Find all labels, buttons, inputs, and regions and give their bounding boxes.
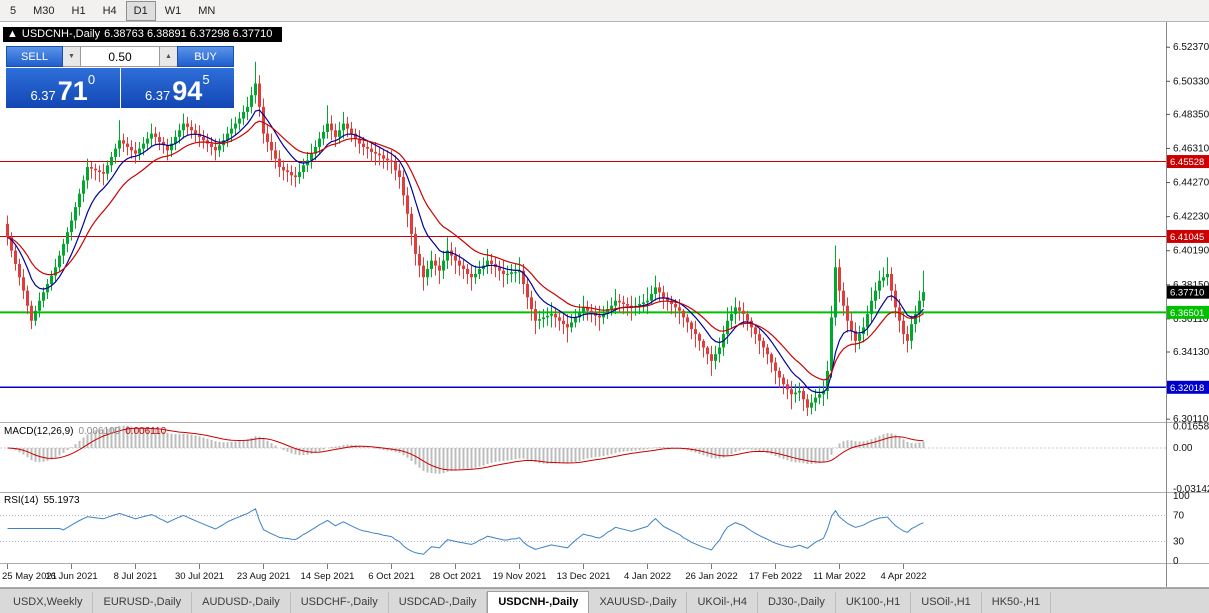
- svg-text:6.48350: 6.48350: [1173, 109, 1209, 120]
- one-click-trading-panel: SELL ▼ ▲ BUY 6.37 71 0 6.37 94 5: [6, 46, 234, 108]
- chart-tab-dj30-daily[interactable]: DJ30-,Daily: [757, 592, 836, 613]
- svg-text:19 Nov 2021: 19 Nov 2021: [493, 571, 547, 582]
- sell-price-point: 0: [87, 72, 96, 87]
- svg-text:6.36501: 6.36501: [1170, 308, 1204, 319]
- svg-text:0.00: 0.00: [1173, 443, 1193, 454]
- timeframe-button-h4[interactable]: H4: [102, 4, 117, 17]
- chart-tabs-bar: USDX,Weekly EURUSD-,Daily AUDUSD-,Daily USD…: [0, 588, 1209, 613]
- level-labels: 6.45528 6.41045 6.37710 6.36501 6.32018: [1167, 155, 1209, 394]
- svg-text:25 May 2021: 25 May 2021: [2, 571, 57, 582]
- ma-lines: [7, 109, 924, 394]
- svg-text:0.016586: 0.016586: [1173, 421, 1209, 432]
- rsi-value: 55.1973: [43, 495, 80, 506]
- chart-tab-ukoil-h4[interactable]: UKOil-,H4: [687, 592, 758, 613]
- timeframe-button-5[interactable]: 5: [10, 4, 17, 17]
- buy-price-point: 5: [202, 72, 210, 87]
- svg-text:0: 0: [1173, 556, 1179, 567]
- macd-indicator-label: MACD(12,26,9) 0.006100 0.006110: [4, 426, 171, 437]
- svg-text:6.45528: 6.45528: [1170, 157, 1204, 168]
- sell-price-display[interactable]: 6.37 71 0: [6, 68, 120, 108]
- chart-tab-usoil-h1[interactable]: USOil-,H1: [911, 592, 982, 613]
- buy-price-display[interactable]: 6.37 94 5: [120, 68, 234, 108]
- svg-text:70: 70: [1173, 511, 1185, 522]
- timeframe-toolbar: 5 M30 H1 H4 D1 W1 MN: [0, 0, 1209, 22]
- collapse-icon[interactable]: ▲: [7, 28, 18, 40]
- chart-tab-usdcnh-daily[interactable]: USDCNH-,Daily: [487, 591, 590, 613]
- chart-tab-xauusd-daily[interactable]: XAUUSD-,Daily: [589, 592, 688, 613]
- svg-text:30: 30: [1173, 537, 1185, 548]
- svg-text:100: 100: [1173, 491, 1190, 502]
- svg-text:6.42230: 6.42230: [1173, 212, 1209, 223]
- svg-text:8 Jul 2021: 8 Jul 2021: [114, 571, 158, 582]
- svg-text:30 Jul 2021: 30 Jul 2021: [175, 571, 224, 582]
- svg-text:6.36110: 6.36110: [1173, 314, 1209, 325]
- svg-text:6.30110: 6.30110: [1173, 414, 1209, 425]
- svg-text:4 Jan 2022: 4 Jan 2022: [624, 571, 671, 582]
- chart-tab-audusd-daily[interactable]: AUDUSD-,Daily: [192, 592, 291, 613]
- svg-text:26 Jan 2022: 26 Jan 2022: [685, 571, 737, 582]
- volume-input[interactable]: [80, 46, 160, 67]
- chart-symbol-bar: ▲ USDCNH-,Daily 6.38763 6.38891 6.37298 6.…: [3, 27, 283, 42]
- chart-tab-usdcad-daily[interactable]: USDCAD-,Daily: [388, 592, 488, 613]
- trade-controls-row: SELL ▼ ▲ BUY: [6, 46, 234, 67]
- rsi-indicator-label: RSI(14) 55.1973: [4, 495, 85, 506]
- candles: [6, 61, 925, 417]
- chart-area: 6.52370 6.50330 6.48350 6.46310 6.44270 6.422…: [0, 22, 1209, 588]
- macd-name: MACD(12,26,9): [4, 426, 74, 437]
- chart-tab-usdx-weekly[interactable]: USDX,Weekly: [3, 592, 94, 613]
- svg-text:13 Dec 2021: 13 Dec 2021: [557, 571, 611, 582]
- svg-text:11 Mar 2022: 11 Mar 2022: [813, 571, 866, 582]
- buy-price-base: 6.37: [144, 88, 171, 103]
- macd-main-value: 0.006100: [78, 426, 121, 437]
- svg-text:6.37710: 6.37710: [1170, 288, 1204, 299]
- volume-decrease-icon[interactable]: ▼: [63, 46, 80, 67]
- chart-symbol-title: USDCNH-,Daily: [21, 28, 101, 40]
- svg-text:6.32018: 6.32018: [1170, 383, 1204, 394]
- sell-price-base: 6.37: [30, 88, 56, 103]
- chart-tab-uk100-h1[interactable]: UK100-,H1: [835, 592, 912, 613]
- trade-prices-row: 6.37 71 0 6.37 94 5: [6, 68, 234, 108]
- svg-text:6.50330: 6.50330: [1173, 76, 1209, 87]
- sell-button[interactable]: SELL: [6, 46, 63, 67]
- rsi-name: RSI(14): [4, 495, 39, 506]
- svg-text:23 Aug 2021: 23 Aug 2021: [237, 571, 290, 582]
- timeframe-button-h1[interactable]: H1: [71, 4, 86, 17]
- buy-button[interactable]: BUY: [177, 46, 234, 67]
- volume-increase-icon[interactable]: ▲: [160, 46, 177, 67]
- svg-text:4 Apr 2022: 4 Apr 2022: [881, 571, 927, 582]
- timeframe-button-d1[interactable]: D1: [125, 0, 156, 21]
- timeframe-button-w1[interactable]: W1: [164, 4, 182, 17]
- svg-text:17 Feb 2022: 17 Feb 2022: [749, 571, 802, 582]
- chart-ohlc-values: 6.38763 6.38891 6.37298 6.37710: [104, 28, 273, 40]
- timeframe-button-m30[interactable]: M30: [33, 4, 55, 17]
- sell-price-pips: 71: [57, 76, 88, 106]
- chart-tab-hk50-h1[interactable]: HK50-,H1: [981, 592, 1052, 613]
- svg-text:6.38150: 6.38150: [1173, 280, 1209, 291]
- timeframe-button-mn[interactable]: MN: [198, 4, 216, 17]
- level-lines: [0, 161, 1166, 389]
- macd-signal-value: 0.006110: [125, 426, 167, 437]
- svg-text:6.44270: 6.44270: [1173, 178, 1209, 189]
- svg-text:28 Oct 2021: 28 Oct 2021: [430, 571, 482, 582]
- svg-text:6 Oct 2021: 6 Oct 2021: [368, 571, 414, 582]
- macd-panel: 0.016586 0.00 -0.031421: [0, 421, 1209, 495]
- svg-text:6.52370: 6.52370: [1173, 42, 1209, 53]
- svg-text:6.34130: 6.34130: [1173, 347, 1209, 358]
- svg-text:14 Sep 2021: 14 Sep 2021: [301, 571, 355, 582]
- svg-text:6.40190: 6.40190: [1173, 246, 1209, 257]
- chart-frame: [0, 22, 1209, 588]
- svg-text:6.41045: 6.41045: [1170, 232, 1204, 243]
- buy-price-pips: 94: [172, 76, 203, 106]
- svg-text:16 Jun 2021: 16 Jun 2021: [45, 571, 97, 582]
- chart-tab-eurusd-daily[interactable]: EURUSD-,Daily: [93, 592, 193, 613]
- svg-text:-0.031421: -0.031421: [1173, 484, 1209, 495]
- svg-text:6.46310: 6.46310: [1173, 143, 1209, 154]
- chart-canvas[interactable]: 6.52370 6.50330 6.48350 6.46310 6.44270 6.422…: [0, 22, 1209, 588]
- chart-tab-usdchf-daily[interactable]: USDCHF-,Daily: [290, 592, 389, 613]
- rsi-panel: 100 70 30 0: [0, 491, 1190, 567]
